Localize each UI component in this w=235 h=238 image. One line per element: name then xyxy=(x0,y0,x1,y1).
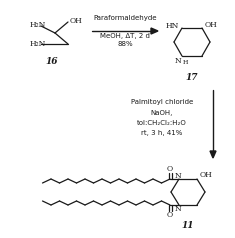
Text: HN: HN xyxy=(166,22,179,30)
Text: N: N xyxy=(175,205,181,213)
Polygon shape xyxy=(210,151,216,158)
Polygon shape xyxy=(151,28,158,34)
Text: OH: OH xyxy=(205,21,218,29)
Text: N: N xyxy=(175,172,181,180)
Text: OH: OH xyxy=(70,17,83,25)
Text: 17: 17 xyxy=(186,73,198,81)
Text: H₂N: H₂N xyxy=(30,40,46,48)
Text: O: O xyxy=(167,165,173,173)
Text: N: N xyxy=(174,57,181,65)
Text: OH: OH xyxy=(200,171,213,179)
Text: Palmitoyl chloride: Palmitoyl chloride xyxy=(131,99,193,105)
Text: MeOH, ΔT, 2 d: MeOH, ΔT, 2 d xyxy=(100,33,150,39)
Text: tol:CH₂Cl₂:H₂O: tol:CH₂Cl₂:H₂O xyxy=(137,120,187,126)
Text: Paraformaldehyde: Paraformaldehyde xyxy=(93,15,157,21)
Text: O: O xyxy=(167,211,173,219)
Text: NaOH,: NaOH, xyxy=(151,110,173,116)
Text: H₂N: H₂N xyxy=(30,21,46,29)
Text: 88%: 88% xyxy=(117,41,133,47)
Text: 11: 11 xyxy=(182,222,194,230)
Text: 16: 16 xyxy=(46,58,58,66)
Text: H: H xyxy=(182,60,188,65)
Text: rt, 3 h, 41%: rt, 3 h, 41% xyxy=(141,130,183,136)
